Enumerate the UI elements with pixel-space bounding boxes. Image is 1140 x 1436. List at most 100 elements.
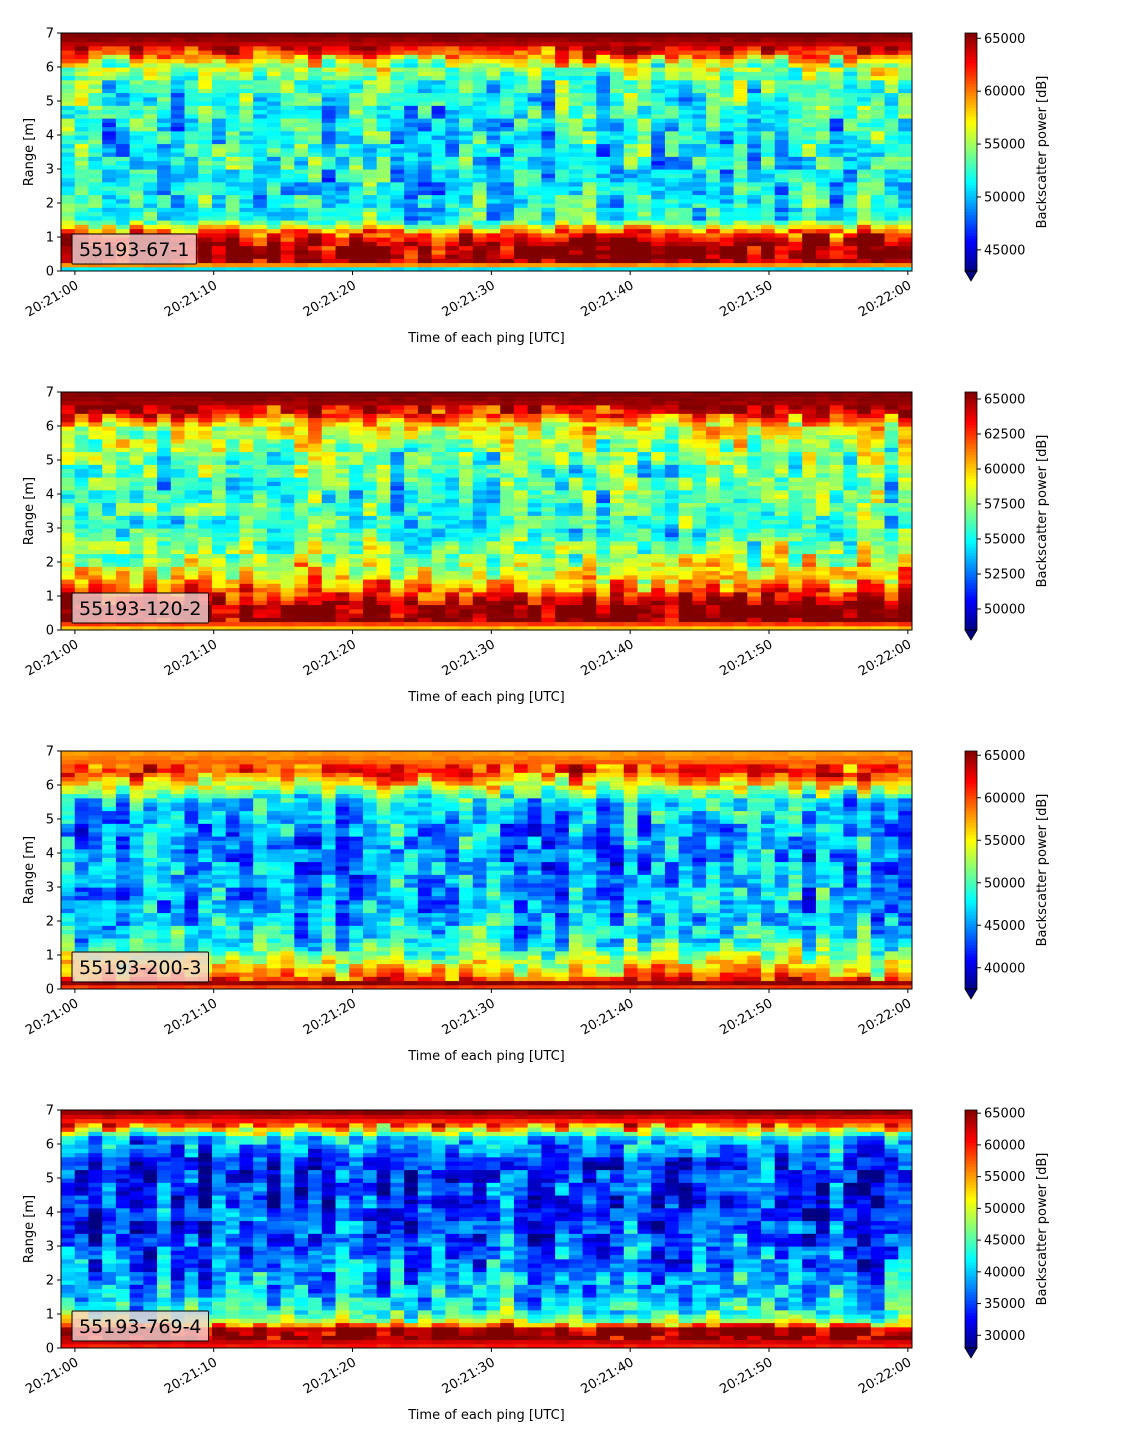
heatmap-cell: [527, 75, 543, 81]
heatmap-cell: [308, 58, 323, 64]
heatmap-cell: [294, 426, 309, 431]
heatmap-cell: [143, 515, 158, 521]
heatmap-cell: [115, 143, 131, 149]
heatmap-cell: [486, 203, 501, 208]
heatmap-cell: [404, 84, 419, 89]
heatmap-cell: [349, 562, 364, 567]
heatmap-cell: [459, 33, 474, 38]
heatmap-cell: [678, 241, 693, 247]
heatmap-cell: [802, 241, 817, 247]
heatmap-cell: [115, 220, 131, 225]
heatmap-cell: [280, 502, 295, 508]
heatmap-cell: [500, 186, 515, 191]
heatmap-cell: [459, 228, 474, 234]
heatmap-cell: [115, 101, 131, 106]
heatmap-cell: [376, 485, 392, 491]
heatmap-cell: [280, 130, 295, 136]
heatmap-cell: [857, 54, 872, 60]
heatmap-cell: [568, 135, 584, 140]
heatmap-cell: [898, 118, 912, 123]
heatmap-cell: [61, 591, 76, 597]
heatmap-cell: [857, 224, 872, 230]
heatmap-cell: [843, 135, 858, 140]
heatmap-cell: [143, 62, 158, 68]
heatmap-cell: [115, 186, 131, 191]
heatmap-cell: [335, 502, 350, 508]
heatmap-cell: [239, 241, 254, 247]
heatmap-cell: [321, 113, 337, 119]
heatmap-cell: [898, 211, 912, 217]
heatmap-cell: [211, 421, 227, 427]
heatmap-cell: [788, 113, 803, 119]
heatmap-cell: [898, 96, 912, 102]
heatmap-cell: [706, 173, 721, 179]
heatmap-cell: [774, 96, 790, 102]
heatmap-cell: [376, 426, 392, 431]
heatmap-cell: [225, 177, 241, 183]
heatmap-cell: [211, 506, 227, 512]
heatmap-cell: [678, 181, 693, 187]
heatmap-cell: [211, 604, 227, 610]
heatmap-cell: [829, 92, 844, 98]
heatmap-cell: [321, 438, 337, 444]
heatmap-cell: [184, 455, 199, 461]
heatmap-cell: [239, 494, 254, 499]
heatmap-cell: [115, 506, 131, 512]
heatmap-cell: [362, 156, 378, 162]
heatmap-cell: [198, 549, 213, 555]
heatmap-cell: [157, 417, 172, 423]
heatmap-cell: [459, 169, 474, 174]
heatmap-cell: [349, 519, 364, 525]
heatmap-cell: [417, 249, 433, 255]
heatmap-cell: [129, 173, 144, 179]
heatmap-cell: [555, 50, 570, 55]
heatmap-cell: [555, 96, 570, 102]
heatmap-cell: [596, 126, 611, 132]
heatmap-cell: [500, 156, 515, 162]
heatmap-cell: [184, 583, 199, 589]
heatmap-cell: [568, 79, 584, 85]
heatmap-cell: [884, 67, 899, 72]
heatmap-cell: [321, 41, 337, 47]
heatmap-cell: [884, 224, 899, 230]
heatmap-cell: [102, 566, 117, 572]
heatmap-cell: [129, 392, 144, 397]
heatmap-cell: [513, 152, 529, 157]
heatmap-cell: [651, 207, 666, 213]
heatmap-cell: [335, 96, 350, 102]
panel-label-box: 55193-67-1: [71, 233, 197, 265]
heatmap-cell: [294, 241, 309, 247]
heatmap-cell: [115, 266, 131, 271]
heatmap-cell: [513, 262, 529, 268]
heatmap-cell: [74, 426, 90, 431]
heatmap-cell: [788, 147, 803, 153]
heatmap-cell: [335, 207, 350, 213]
heatmap-cell: [788, 177, 803, 183]
heatmap-cell: [761, 75, 776, 81]
heatmap-cell: [788, 75, 803, 81]
heatmap-cell: [761, 215, 776, 221]
heatmap-cell: [184, 190, 199, 196]
heatmap-cell: [129, 186, 144, 191]
heatmap-cell: [102, 545, 117, 550]
heatmap-cell: [445, 207, 460, 213]
heatmap-cell: [376, 169, 392, 174]
heatmap-cell: [747, 181, 762, 187]
heatmap-cell: [651, 169, 666, 174]
heatmap-cell: [335, 186, 350, 191]
colorbar-segment: [965, 244, 977, 248]
heatmap-cell: [486, 215, 501, 221]
heatmap-cell: [802, 147, 817, 153]
heatmap-cell: [719, 135, 735, 140]
heatmap-cell: [266, 84, 282, 89]
heatmap-cell: [568, 203, 584, 208]
heatmap-cell: [211, 447, 227, 453]
heatmap-cell: [61, 583, 76, 589]
heatmap-cell: [623, 220, 639, 225]
heatmap-cell: [651, 258, 666, 264]
heatmap-cell: [719, 88, 735, 94]
heatmap-cell: [321, 545, 337, 550]
heatmap-cell: [115, 67, 131, 72]
heatmap-cell: [266, 617, 282, 623]
heatmap-cell: [74, 79, 90, 85]
